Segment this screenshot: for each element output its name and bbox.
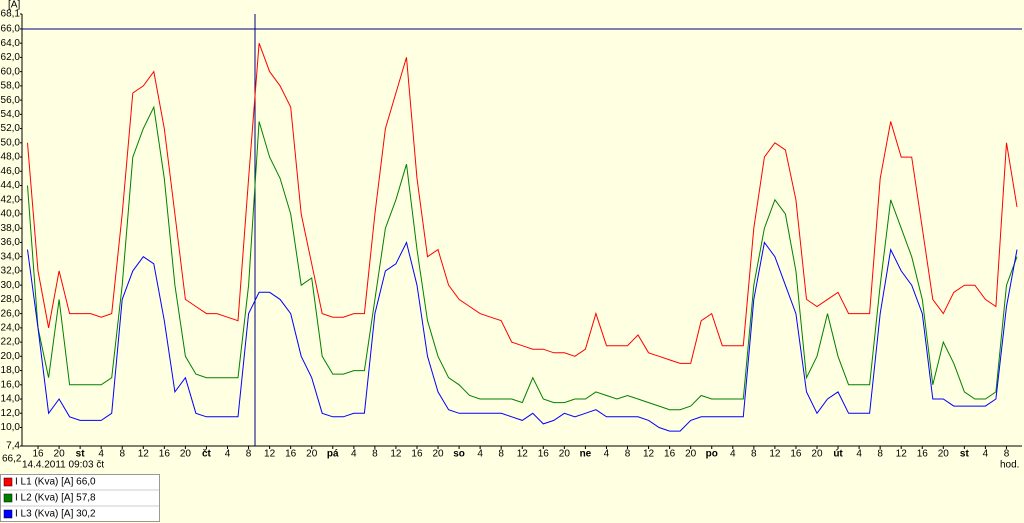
x-tick-label: 8 [751, 449, 757, 460]
x-tick-label: 20 [685, 449, 697, 460]
cursor-value: 66,2 [2, 454, 22, 465]
y-tick-label: 34,0 [1, 251, 21, 262]
y-tick-label: 30,0 [1, 280, 21, 291]
x-tick-label: 4 [983, 449, 989, 460]
x-tick-label: 12 [390, 449, 402, 460]
x-tick-label: 8 [625, 449, 631, 460]
y-tick-label: 38,0 [1, 223, 21, 234]
x-tick-label: 12 [517, 449, 529, 460]
x-tick-label: 12 [769, 449, 781, 460]
x-tick-label: 16 [790, 449, 802, 460]
x-tick-label: 8 [1004, 449, 1010, 460]
cursor-time: 14.4.2011 09:03 čt [22, 460, 104, 471]
legend-swatch [3, 477, 13, 487]
legend-label: I L2 (Kva) [A] 57,8 [15, 493, 96, 504]
x-tick-label: 20 [180, 449, 192, 460]
x-tick-label: 4 [856, 449, 862, 460]
legend-label: I L3 (Kva) [A] 30,2 [15, 509, 96, 520]
x-tick-label: 12 [896, 449, 908, 460]
x-tick-label: 8 [498, 449, 504, 460]
x-tick-label: 8 [246, 449, 252, 460]
series-line [27, 241, 1018, 432]
y-tick-label: 42,0 [1, 194, 21, 205]
series-line [27, 105, 1018, 411]
y-tick-label: 50,0 [1, 137, 21, 148]
x-tick-label: 12 [643, 449, 655, 460]
x-tick-label: 16 [32, 449, 44, 460]
y-tick-label: 52,0 [1, 123, 21, 134]
x-tick-label: 16 [159, 449, 171, 460]
x-tick-label: pá [327, 449, 339, 460]
x-tick-label: st [960, 449, 970, 460]
x-tick-label: 16 [917, 449, 929, 460]
y-tick-label: 48,0 [1, 152, 21, 163]
y-tick-label: 66,0 [1, 24, 21, 35]
x-tick-label: 16 [664, 449, 676, 460]
x-tick-label: 20 [54, 449, 66, 460]
y-tick-label: 56,0 [1, 95, 21, 106]
x-tick-label: 20 [938, 449, 950, 460]
x-tick-label: 4 [351, 449, 357, 460]
legend-swatch [3, 509, 13, 519]
x-tick-label: 16 [411, 449, 423, 460]
y-tick-label: 26,0 [1, 308, 21, 319]
x-tick-label: 20 [559, 449, 571, 460]
x-tick-label: po [706, 449, 718, 460]
x-tick-label: čt [202, 449, 212, 460]
x-tick-label: 20 [811, 449, 823, 460]
y-tick-label: 64,0 [1, 38, 21, 49]
y-tick-label: 10,0 [1, 422, 21, 433]
legend-label: I L1 (Kva) [A] 66,0 [15, 477, 96, 488]
y-tick-label: 36,0 [1, 237, 21, 248]
y-tick-label: 18,0 [1, 365, 21, 376]
y-tick-label: 16,0 [1, 379, 21, 390]
x-tick-label: 20 [306, 449, 318, 460]
x-tick-label: 12 [138, 449, 150, 460]
x-tick-label: 8 [119, 449, 125, 460]
x-tick-label: 4 [730, 449, 736, 460]
y-tick-label: 44,0 [1, 180, 21, 191]
x-unit: hod. [1000, 460, 1019, 471]
x-tick-label: 20 [432, 449, 444, 460]
x-tick-label: so [453, 449, 465, 460]
x-tick-label: 4 [604, 449, 610, 460]
y-tick-label: 32,0 [1, 266, 21, 277]
y-tick-label: 54,0 [1, 109, 21, 120]
x-tick-label: 8 [372, 449, 378, 460]
y-tick-label: 7,4 [6, 441, 20, 452]
y-tick-label: 14,0 [1, 394, 21, 405]
x-tick-label: 4 [477, 449, 483, 460]
y-tick-label: 62,0 [1, 52, 21, 63]
y-tick-label: 40,0 [1, 209, 21, 220]
y-tick-label: 60,0 [1, 66, 21, 77]
y-tick-label: 58,0 [1, 81, 21, 92]
x-tick-label: 12 [264, 449, 276, 460]
x-tick-label: 8 [877, 449, 883, 460]
x-tick-label: 16 [285, 449, 297, 460]
y-tick-label: 22,0 [1, 337, 21, 348]
x-tick-label: 4 [98, 449, 104, 460]
x-tick-label: út [833, 449, 843, 460]
x-tick-label: ne [580, 449, 592, 460]
y-tick-label: 68,1 [1, 9, 21, 20]
series-line [27, 43, 1018, 364]
y-tick-label: 20,0 [1, 351, 21, 362]
y-tick-label: 12,0 [1, 408, 21, 419]
y-tick-label: 46,0 [1, 166, 21, 177]
y-unit: [A] [8, 0, 20, 11]
x-tick-label: st [76, 449, 86, 460]
y-tick-label: 28,0 [1, 294, 21, 305]
legend-swatch [3, 493, 13, 503]
x-tick-label: 16 [538, 449, 550, 460]
x-tick-label: 4 [225, 449, 231, 460]
y-tick-label: 24,0 [1, 322, 21, 333]
legend-box [0, 474, 160, 522]
